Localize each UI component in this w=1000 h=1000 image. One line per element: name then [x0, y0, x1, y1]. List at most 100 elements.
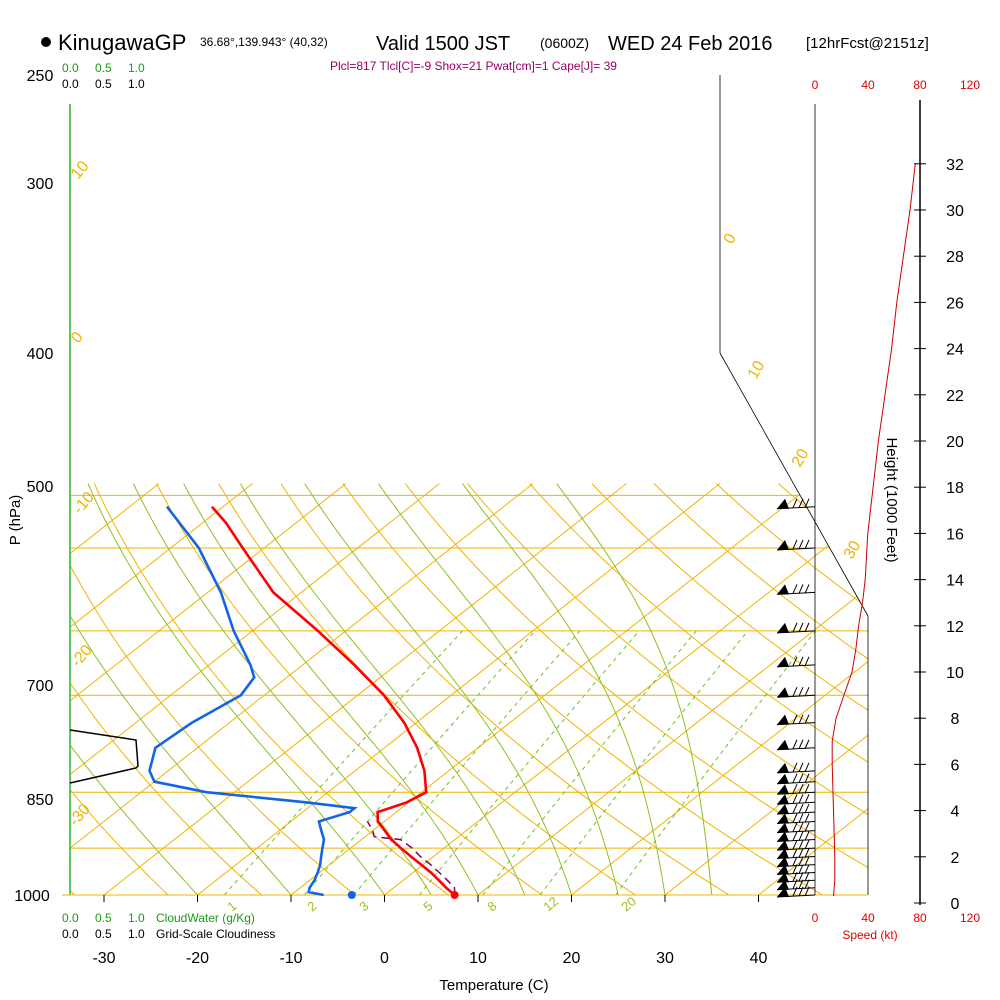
- moist-adiabat: [462, 483, 666, 895]
- frame-line: [719, 352, 869, 617]
- adiabat-label: 30: [841, 538, 865, 562]
- parcel-path: [366, 821, 456, 896]
- height-tick-label: 6: [951, 757, 960, 774]
- moist-adiabat: [132, 483, 432, 895]
- wind-barb: [776, 539, 816, 551]
- mixing-ratio-line: [223, 630, 463, 895]
- x-tick-label: 20: [563, 950, 581, 967]
- height-tick-label: 14: [946, 573, 964, 590]
- moist-adiabat: [70, 483, 292, 895]
- moist-adiabat: [70, 483, 198, 895]
- wind-barb: [776, 856, 816, 868]
- wind-barb: [776, 822, 816, 834]
- wind-barb: [776, 714, 816, 726]
- dry-adiabat: [93, 483, 468, 895]
- wind-barb: [776, 831, 816, 843]
- p-tick-label: 500: [27, 479, 54, 496]
- forecast-label: [12hrFcst@2151z]: [806, 35, 929, 52]
- dry-adiabat: [965, 484, 1000, 909]
- height-tick-label: 16: [946, 526, 964, 543]
- speed-tick-label: 120: [960, 911, 980, 925]
- isotherm: [70, 483, 534, 895]
- x-axis-label: Temperature (C): [439, 977, 548, 994]
- dry-adiabat: [653, 483, 868, 895]
- height-tick-label: 30: [946, 203, 964, 220]
- cloud-water-label: CloudWater (g/Kg): [156, 911, 255, 925]
- adiabat-label: 0: [68, 329, 87, 347]
- height-tick-label: 24: [946, 342, 964, 359]
- wind-barb: [776, 848, 816, 860]
- cloud-scale-label: 0.5: [95, 927, 112, 941]
- wind-barb: [776, 622, 816, 634]
- dry-adiabat: [70, 483, 373, 895]
- dry-adiabat: [218, 483, 658, 895]
- wind-barb: [776, 839, 816, 851]
- height-tick-label: 22: [946, 388, 964, 405]
- height-tick-label: 20: [946, 434, 964, 451]
- cloud-scale-label: 1.0: [128, 911, 145, 925]
- mixing-ratio-label: 12: [540, 894, 561, 915]
- y-axis-label: P (hPa): [7, 495, 24, 546]
- height-axis-label: Height (1000 Feet): [883, 437, 900, 562]
- mixing-ratio-label: 3: [356, 898, 371, 914]
- dry-adiabat: [591, 483, 868, 895]
- surface-temp-dot: [450, 891, 459, 899]
- speed-tick-label: 40: [861, 911, 875, 925]
- station-name: KinugawaGP: [58, 30, 186, 55]
- chart-header: KinugawaGP 36.68°,139.943° (40,32) Valid…: [41, 30, 929, 73]
- wind-barb: [776, 783, 816, 795]
- p-tick-label: 250: [27, 68, 54, 85]
- isotherm: [272, 483, 814, 895]
- mixing-ratio-label: 5: [420, 898, 435, 914]
- speed-axis: 0 40 80 120 0 40 80 120 Speed (kt): [812, 78, 981, 942]
- valid-time: Valid 1500 JST: [376, 33, 510, 55]
- height-tick-label: 0: [951, 896, 960, 913]
- wind-barb: [776, 498, 816, 510]
- cloud-scale-label: 0.0: [62, 911, 79, 925]
- adiabat-label: 10: [68, 158, 93, 183]
- p-tick-label: 400: [27, 346, 54, 363]
- x-tick-label: 10: [469, 950, 487, 967]
- station-dot-icon: [41, 37, 51, 47]
- height-tick-label: 2: [951, 850, 960, 867]
- x-tick-label: 40: [750, 950, 768, 967]
- dry-adiabat: [70, 483, 184, 895]
- valid-date: WED 24 Feb 2016: [608, 33, 773, 55]
- dewpoint-line: [148, 505, 358, 897]
- x-tick-label: -10: [279, 950, 302, 967]
- x-tick-label: -20: [186, 950, 209, 967]
- cloud-scale-label: 0.0: [62, 927, 79, 941]
- isotherm: [553, 483, 868, 895]
- dry-adiabat: [70, 483, 279, 895]
- dry-adiabat: [467, 483, 868, 895]
- moist-adiabat: [87, 483, 385, 895]
- plot-frame: [62, 75, 921, 905]
- wind-speed-line: [831, 163, 916, 897]
- mixing-ratio-line: [615, 630, 816, 895]
- cloud-scale-label: 0.5: [95, 61, 112, 75]
- isotherm: [70, 483, 347, 895]
- height-tick-label: 8: [951, 711, 960, 728]
- adiabat-label: 10: [745, 358, 769, 382]
- dry-adiabat: [529, 483, 868, 895]
- mixing-ratio-line: [482, 630, 697, 895]
- dry-adiabat: [404, 483, 868, 895]
- height-tick-label: 4: [951, 804, 960, 821]
- wind-barb: [776, 864, 816, 876]
- cloud-scale-label: 0.0: [62, 61, 79, 75]
- moist-adiabat: [556, 483, 713, 895]
- speed-tick-label: 40: [861, 78, 875, 92]
- moist-adiabat: [304, 483, 572, 895]
- isotherm: [459, 483, 868, 895]
- moist-adiabat: [239, 483, 526, 895]
- isotherm: [70, 483, 440, 895]
- mixing-ratio-line: [303, 630, 536, 895]
- sounding-lines: [148, 505, 459, 899]
- mixing-ratio-line: [539, 630, 749, 895]
- isotherm: [179, 483, 721, 895]
- height-tick-label: 28: [946, 249, 964, 266]
- height-tick-label: 10: [946, 665, 964, 682]
- valid-zulu: (0600Z): [540, 35, 589, 51]
